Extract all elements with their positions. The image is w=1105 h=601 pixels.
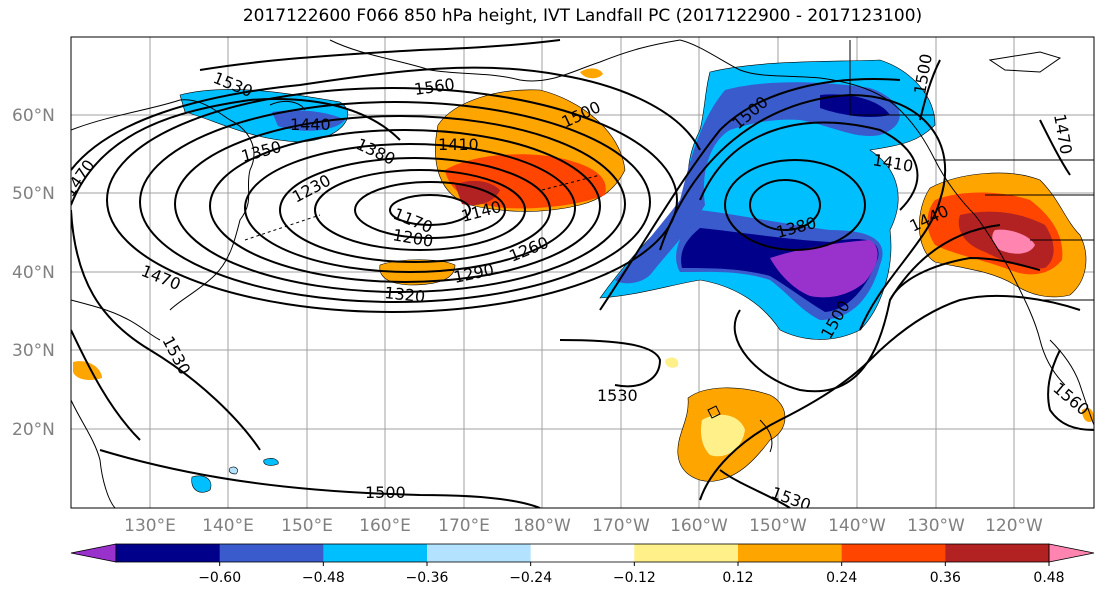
lat-label: 60°N: [12, 106, 55, 126]
colorbar-cell: [219, 544, 324, 562]
lon-label: 130°W: [907, 516, 965, 536]
lon-label: 120°W: [985, 516, 1043, 536]
lon-label: 170°E: [438, 516, 490, 536]
colorbar-tick-label: −0.36: [406, 570, 449, 586]
lon-label: 150°W: [749, 516, 807, 536]
colorbar-cell: [634, 544, 739, 562]
colorbar-cell: [945, 544, 1050, 562]
contour-label: 1410: [438, 135, 479, 154]
colorbar-cell: [323, 544, 428, 562]
colorbar-tick-label: 0.12: [722, 570, 753, 586]
height-contours: [71, 39, 1094, 508]
lon-label: 140°E: [202, 516, 254, 536]
lon-label: 150°E: [281, 516, 333, 536]
map-title: 2017122600 F066 850 hPa height, IVT Land…: [242, 6, 923, 26]
colorbar: −0.60 −0.48 −0.36 −0.24 −0.12 0.12 0.24 0.36 0.4…: [70, 543, 1095, 586]
map-frame: [70, 36, 1095, 509]
lat-label: 30°N: [12, 341, 55, 361]
lat-label: 20°N: [12, 420, 55, 440]
coastlines: [71, 39, 1094, 508]
lon-label: 160°W: [670, 516, 728, 536]
colorbar-cell: [530, 544, 635, 562]
colorbar-cell: [116, 544, 221, 562]
ivt-positive-shading: [73, 68, 1094, 482]
lon-label: 140°W: [828, 516, 886, 536]
lat-label: 50°N: [12, 184, 55, 204]
colorbar-cell: [738, 544, 843, 562]
contour-label: 1530: [597, 386, 638, 405]
colorbar-tick-label: 0.48: [1033, 570, 1064, 586]
colorbar-tick-label: −0.60: [198, 570, 241, 586]
contour-label: 1500: [365, 483, 406, 502]
contour-label: 1320: [384, 283, 426, 306]
contour-label: 1440: [290, 115, 331, 134]
lon-label: 170°W: [592, 516, 650, 536]
boundary-lines: [244, 174, 601, 241]
colorbar-frame: [115, 543, 1050, 563]
lon-label: 160°E: [359, 516, 411, 536]
colorbar-extend-high: [1048, 543, 1095, 563]
longitude-labels: 130°E 140°E 150°E 160°E 170°E 180°W 170°…: [124, 516, 1043, 536]
colorbar-tick-label: −0.24: [509, 570, 552, 586]
lon-label: 180°W: [513, 516, 571, 536]
lat-label: 40°N: [12, 263, 55, 283]
latitude-labels: 60°N 50°N 40°N 30°N 20°N: [12, 106, 55, 440]
colorbar-cell: [841, 544, 946, 562]
colorbar-tick-label: −0.48: [302, 570, 345, 586]
colorbar-cell: [427, 544, 532, 562]
colorbar-extend-low: [70, 543, 117, 563]
colorbar-tick-label: −0.12: [613, 570, 656, 586]
lon-label: 130°E: [124, 516, 176, 536]
colorbar-tick-label: 0.24: [826, 570, 857, 586]
colorbar-tick-label: 0.36: [930, 570, 961, 586]
